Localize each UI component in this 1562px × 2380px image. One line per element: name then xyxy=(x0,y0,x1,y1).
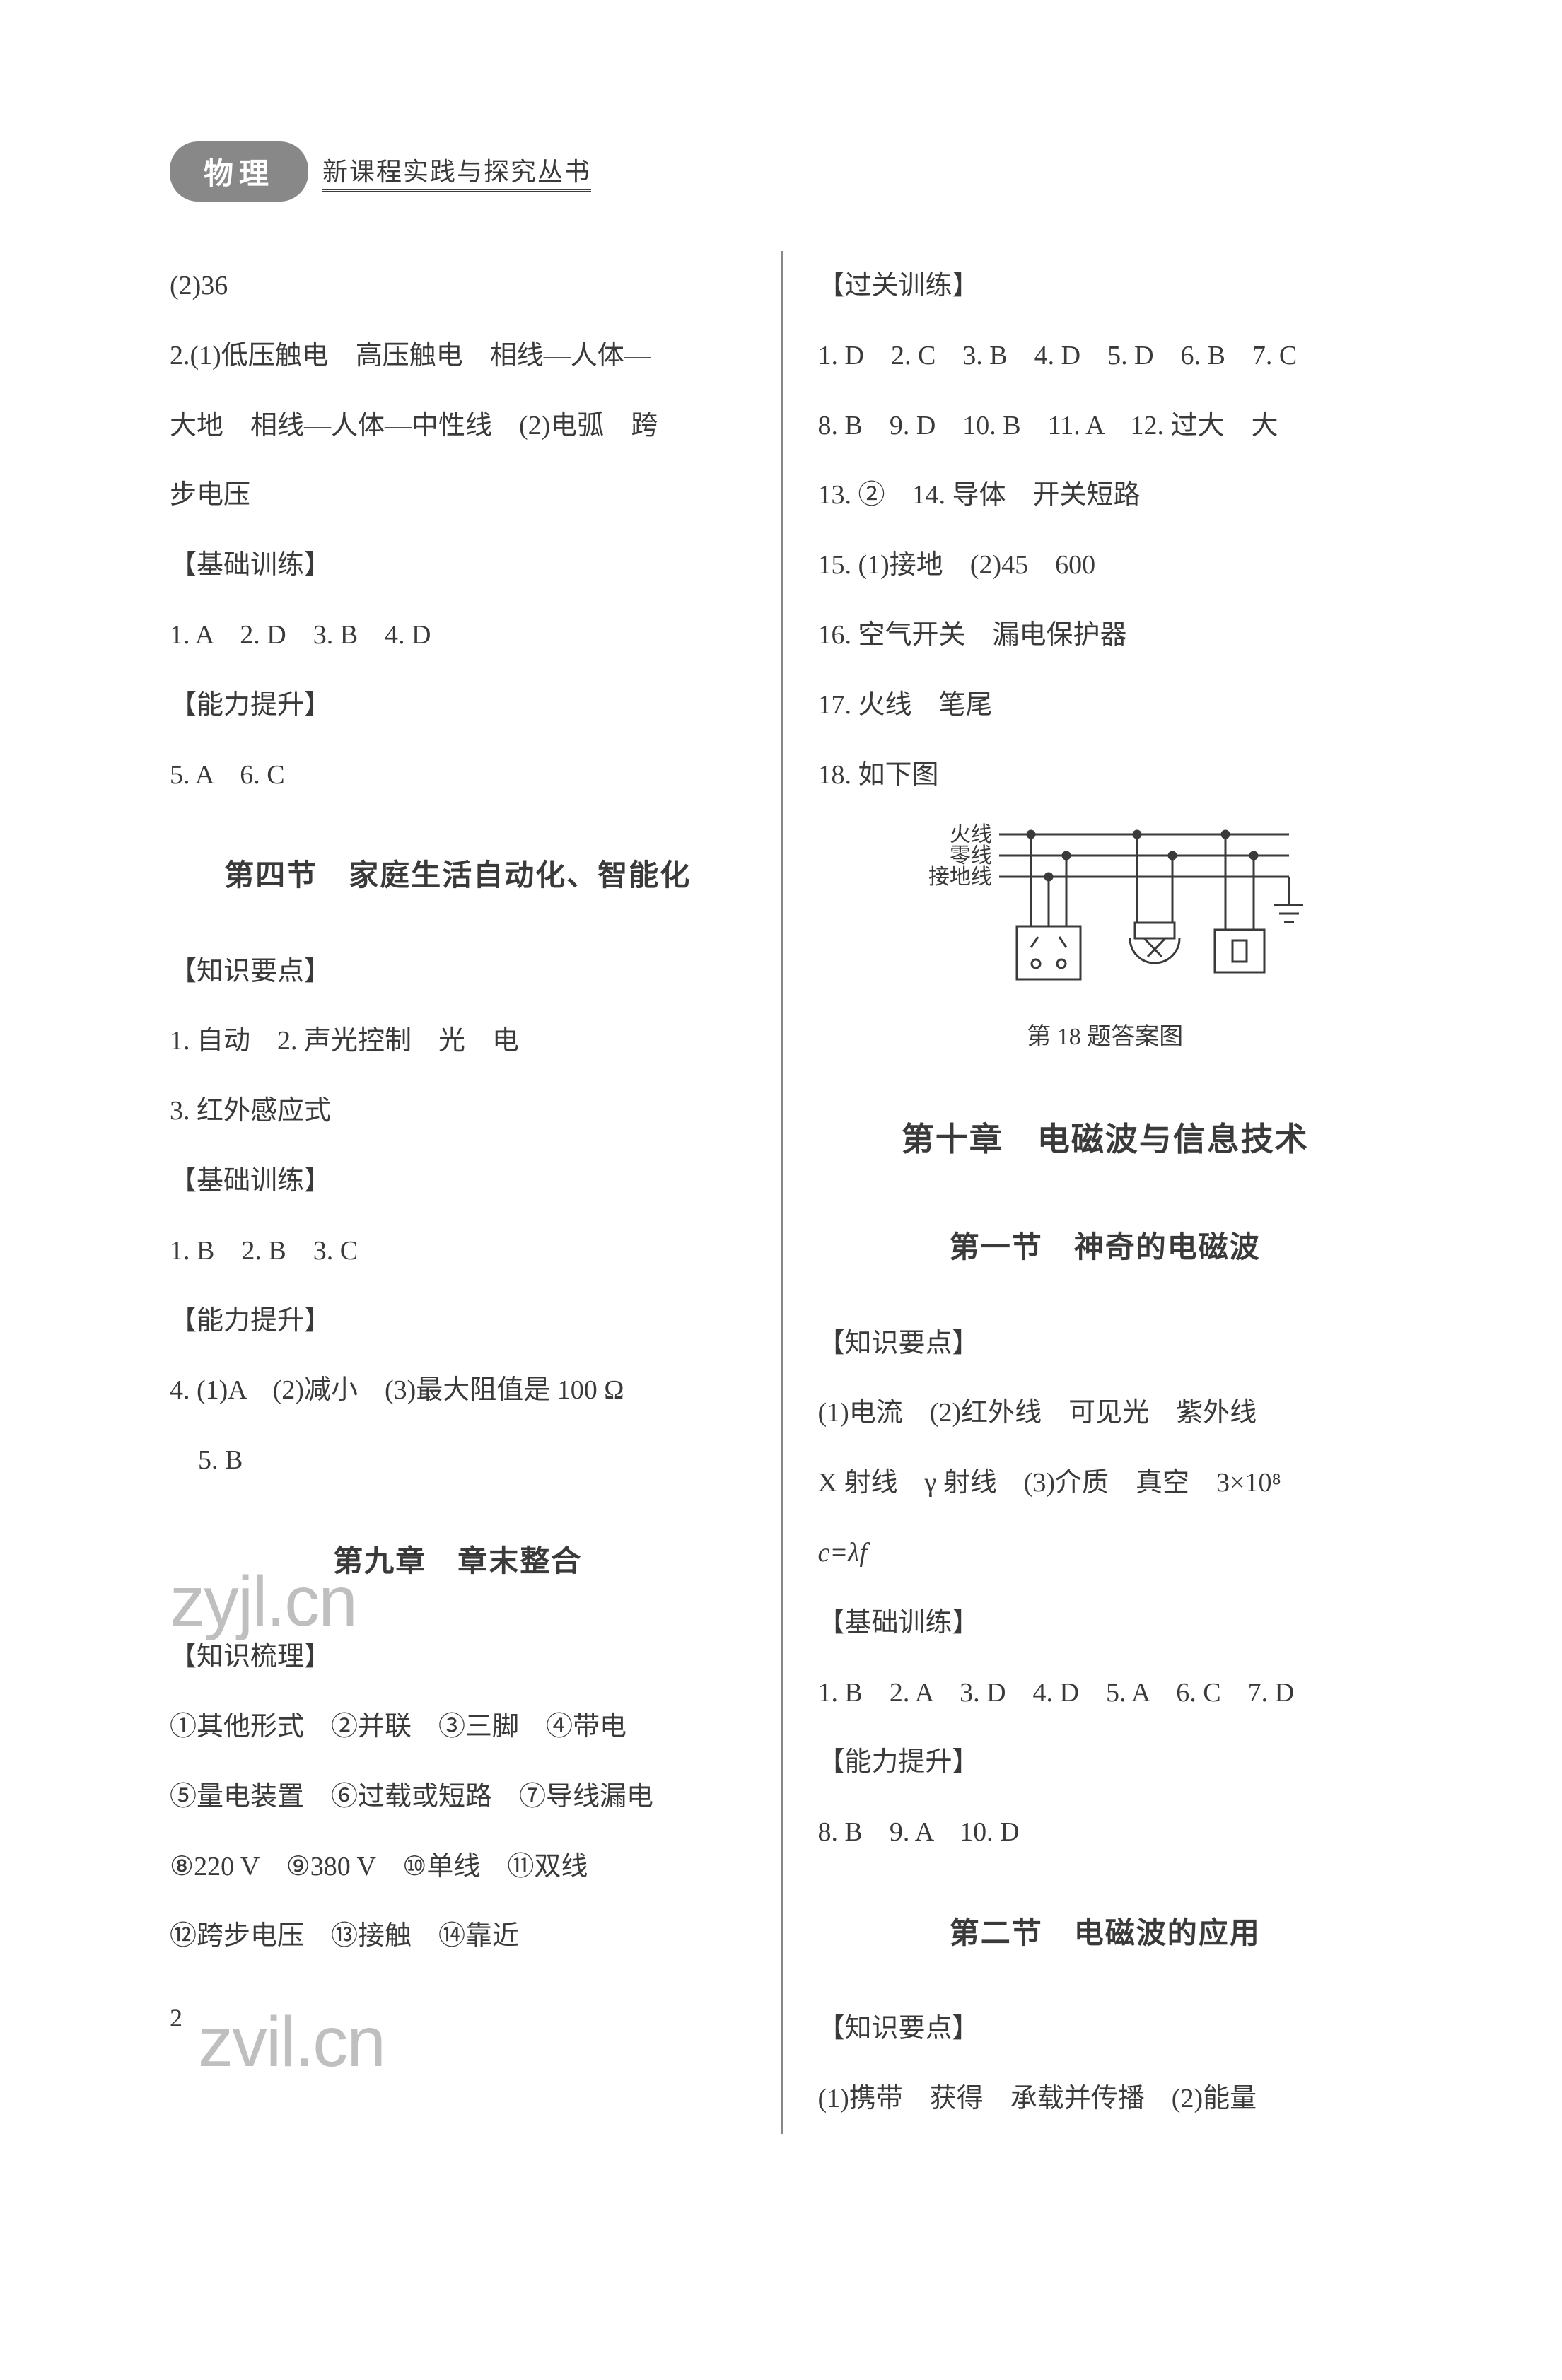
section-heading: 第二节 电磁波的应用 xyxy=(818,1896,1393,1973)
answer-line: 1. A 2. D 3. B 4. D xyxy=(170,600,746,670)
answer-line: 1. B 2. A 3. D 4. D 5. A 6. C 7. D xyxy=(818,1658,1393,1728)
section-heading: 第一节 神奇的电磁波 xyxy=(818,1210,1393,1287)
answer-line: 13. ② 14. 导体 开关短路 xyxy=(818,460,1393,530)
text-line: (1)电流 (2)红外线 可见光 紫外线 xyxy=(818,1378,1393,1448)
section-label: 【能力提升】 xyxy=(170,1286,746,1356)
section-heading: 第九章 章末整合 xyxy=(170,1524,746,1601)
answer-line: 1. B 2. B 3. C xyxy=(170,1216,746,1286)
text-line: 2.(1)低压触电 高压触电 相线—人体— xyxy=(170,321,746,391)
text-line: ①其他形式 ②并联 ③三脚 ④带电 xyxy=(170,1692,746,1762)
circuit-figure: 火线零线接地线 第 18 题答案图 xyxy=(818,817,1393,1068)
answer-line: 5. A 6. C xyxy=(170,740,746,810)
page-number: 2 xyxy=(170,1985,746,2052)
text-line: (1)携带 获得 承载并传播 (2)能量 xyxy=(818,2064,1393,2134)
text-line: 大地 相线—人体—中性线 (2)电弧 跨 xyxy=(170,391,746,461)
content-columns: (2)36 2.(1)低压触电 高压触电 相线—人体— 大地 相线—人体—中性线… xyxy=(170,251,1392,2134)
svg-text:接地线: 接地线 xyxy=(928,865,992,889)
text-line: (2)36 xyxy=(170,251,746,321)
answer-line: 5. B xyxy=(170,1425,746,1495)
text-line: 3. 红外感应式 xyxy=(170,1076,746,1146)
section-label: 【知识要点】 xyxy=(818,1994,1393,2064)
answer-line: 4. (1)A (2)减小 (3)最大阻值是 100 Ω xyxy=(170,1355,746,1425)
section-heading: 第四节 家庭生活自动化、智能化 xyxy=(170,838,746,915)
text-line: 步电压 xyxy=(170,460,746,530)
page-header: 物理 新课程实践与探究丛书 xyxy=(170,141,1392,202)
answer-line: 16. 空气开关 漏电保护器 xyxy=(818,600,1393,670)
section-label: 【基础训练】 xyxy=(818,1588,1393,1658)
answer-line: 8. B 9. D 10. B 11. A 12. 过大 大 xyxy=(818,391,1393,461)
text-line: ⑤量电装置 ⑥过载或短路 ⑦导线漏电 xyxy=(170,1762,746,1832)
text-line: 1. 自动 2. 声光控制 光 电 xyxy=(170,1006,746,1076)
section-label: 【知识梳理】 xyxy=(170,1622,746,1692)
section-label: 【过关训练】 xyxy=(818,251,1393,321)
figure-caption: 第 18 题答案图 xyxy=(818,1006,1393,1068)
svg-text:零线: 零线 xyxy=(950,844,992,868)
answer-line: 18. 如下图 xyxy=(818,740,1393,810)
answer-line: 15. (1)接地 (2)45 600 xyxy=(818,530,1393,600)
section-label: 【基础训练】 xyxy=(170,1146,746,1216)
watermark-wrap: 第九章 章末整合 zyjl.cn xyxy=(170,1524,746,1601)
right-column: 【过关训练】 1. D 2. C 3. B 4. D 5. D 6. B 7. … xyxy=(781,251,1393,2134)
section-label: 【能力提升】 xyxy=(170,670,746,740)
left-column: (2)36 2.(1)低压触电 高压触电 相线—人体— 大地 相线—人体—中性线… xyxy=(170,251,781,2134)
circuit-diagram: 火线零线接地线 xyxy=(907,817,1303,1001)
text-line: ⑫跨步电压 ⑬接触 ⑭靠近 xyxy=(170,1901,746,1971)
svg-text:火线: 火线 xyxy=(950,823,992,846)
text-line: X 射线 γ 射线 (3)介质 真空 3×10⁸ xyxy=(818,1448,1393,1518)
answer-line: 17. 火线 笔尾 xyxy=(818,670,1393,740)
section-label: 【知识要点】 xyxy=(170,937,746,1007)
answer-line: 1. D 2. C 3. B 4. D 5. D 6. B 7. C xyxy=(818,321,1393,391)
series-title: 新课程实践与探究丛书 xyxy=(322,151,591,192)
section-label: 【能力提升】 xyxy=(818,1727,1393,1797)
text-line: ⑧220 V ⑨380 V ⑩单线 ⑪双线 xyxy=(170,1832,746,1902)
section-label: 【基础训练】 xyxy=(170,530,746,600)
chapter-heading: 第十章 电磁波与信息技术 xyxy=(818,1097,1393,1182)
text-line: c=λf xyxy=(818,1518,1393,1588)
watermark-wrap: 2 zvil.cn xyxy=(170,1985,746,2052)
section-label: 【知识要点】 xyxy=(818,1309,1393,1379)
subject-badge: 物理 xyxy=(170,141,308,202)
answer-line: 8. B 9. A 10. D xyxy=(818,1797,1393,1867)
